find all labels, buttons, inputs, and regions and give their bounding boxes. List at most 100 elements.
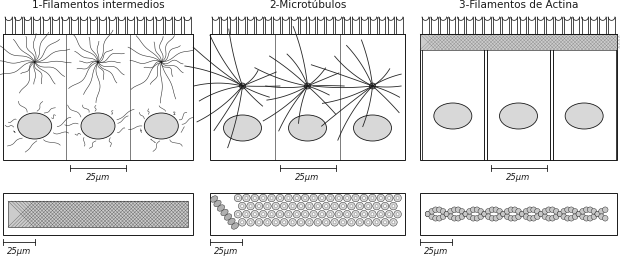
Ellipse shape [343, 194, 351, 202]
Ellipse shape [237, 213, 239, 216]
Ellipse shape [304, 197, 307, 199]
Ellipse shape [293, 194, 301, 202]
Ellipse shape [367, 205, 370, 207]
Ellipse shape [17, 113, 51, 139]
Ellipse shape [467, 214, 472, 219]
Ellipse shape [440, 208, 446, 214]
Ellipse shape [353, 115, 391, 141]
Ellipse shape [478, 214, 484, 219]
Ellipse shape [388, 197, 391, 199]
Ellipse shape [278, 197, 281, 199]
Ellipse shape [371, 197, 374, 199]
Ellipse shape [396, 197, 399, 199]
Ellipse shape [392, 221, 395, 224]
Ellipse shape [331, 218, 339, 226]
Ellipse shape [356, 218, 363, 226]
Ellipse shape [327, 210, 334, 218]
Ellipse shape [500, 103, 538, 129]
Ellipse shape [266, 205, 269, 207]
Ellipse shape [527, 215, 533, 221]
Ellipse shape [251, 194, 259, 202]
Ellipse shape [392, 205, 395, 207]
Ellipse shape [425, 211, 431, 217]
Ellipse shape [516, 208, 521, 214]
Ellipse shape [425, 211, 431, 217]
Ellipse shape [262, 213, 265, 216]
Ellipse shape [386, 210, 393, 218]
Ellipse shape [451, 207, 457, 213]
Ellipse shape [348, 218, 355, 226]
Ellipse shape [325, 205, 327, 207]
Ellipse shape [580, 208, 585, 214]
Ellipse shape [505, 208, 510, 214]
Ellipse shape [329, 213, 332, 216]
Ellipse shape [295, 213, 298, 216]
Ellipse shape [301, 194, 309, 202]
Ellipse shape [489, 215, 495, 221]
Ellipse shape [367, 221, 370, 224]
Ellipse shape [337, 197, 340, 199]
Ellipse shape [231, 223, 239, 229]
Ellipse shape [295, 197, 298, 199]
Ellipse shape [463, 211, 469, 217]
Ellipse shape [433, 207, 438, 213]
Ellipse shape [322, 202, 330, 210]
Ellipse shape [342, 205, 345, 207]
Ellipse shape [81, 113, 115, 139]
Ellipse shape [249, 221, 252, 224]
Ellipse shape [239, 202, 246, 210]
Text: 1-Filamentos intermedios: 1-Filamentos intermedios [32, 0, 164, 10]
Ellipse shape [448, 214, 453, 219]
Ellipse shape [550, 207, 556, 213]
Ellipse shape [557, 211, 563, 217]
Bar [420, 34, 617, 50]
Ellipse shape [270, 213, 273, 216]
Ellipse shape [210, 196, 218, 202]
Ellipse shape [471, 215, 476, 221]
Ellipse shape [557, 211, 563, 217]
Ellipse shape [289, 202, 296, 210]
Ellipse shape [580, 214, 585, 219]
Ellipse shape [429, 214, 435, 219]
Ellipse shape [214, 200, 221, 207]
Ellipse shape [242, 194, 250, 202]
Ellipse shape [245, 213, 248, 216]
Ellipse shape [572, 214, 578, 219]
Ellipse shape [354, 213, 357, 216]
Ellipse shape [304, 83, 311, 89]
Ellipse shape [365, 218, 372, 226]
Ellipse shape [471, 207, 476, 213]
Ellipse shape [531, 207, 536, 213]
Ellipse shape [591, 214, 596, 219]
Ellipse shape [389, 218, 397, 226]
Ellipse shape [500, 211, 506, 217]
Ellipse shape [264, 218, 271, 226]
Ellipse shape [591, 208, 596, 214]
Ellipse shape [538, 211, 544, 217]
Bar [8, 201, 188, 227]
Ellipse shape [534, 214, 540, 219]
Ellipse shape [375, 205, 378, 207]
Ellipse shape [500, 211, 506, 217]
Ellipse shape [436, 215, 442, 221]
Ellipse shape [218, 205, 224, 211]
Ellipse shape [275, 205, 277, 207]
Ellipse shape [306, 202, 313, 210]
Ellipse shape [352, 194, 360, 202]
Ellipse shape [379, 197, 382, 199]
Ellipse shape [459, 214, 465, 219]
Ellipse shape [516, 214, 521, 219]
Ellipse shape [255, 202, 263, 210]
Ellipse shape [394, 194, 401, 202]
Ellipse shape [270, 197, 273, 199]
Ellipse shape [565, 103, 603, 129]
Ellipse shape [224, 214, 232, 220]
Ellipse shape [343, 210, 351, 218]
Ellipse shape [569, 215, 574, 221]
Ellipse shape [287, 213, 290, 216]
Ellipse shape [599, 214, 604, 219]
Ellipse shape [436, 207, 442, 213]
Ellipse shape [237, 197, 239, 199]
Text: 2-Microtúbulos: 2-Microtúbulos [269, 0, 346, 10]
Ellipse shape [358, 221, 361, 224]
